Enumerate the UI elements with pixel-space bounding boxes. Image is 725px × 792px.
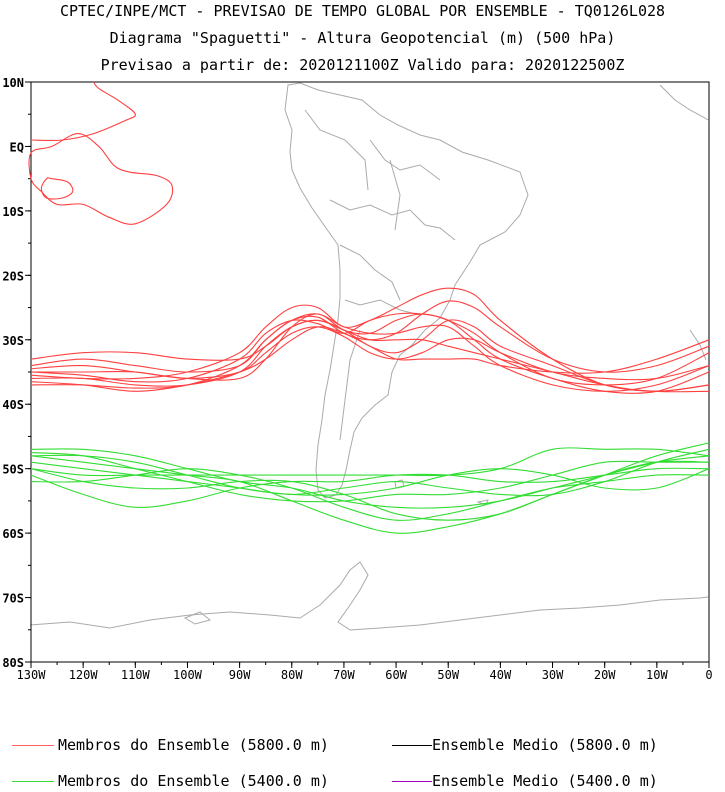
member-5400-line-9	[30, 447, 710, 477]
chart-title: CPTEC/INPE/MCT - PREVISAO DE TEMPO GLOBA…	[59, 2, 666, 20]
spaghetti-chart: 130W 120W 110W 100W 90W 80W 70W 60W 50W 40W 30W 20W…	[2, 76, 712, 682]
antarctic-island	[183, 611, 212, 625]
legend-swatch-5800-members	[12, 745, 54, 746]
y-tick-label: 10N	[2, 76, 24, 90]
member-5800-line-9	[30, 313, 710, 386]
x-tick-label: 10W	[646, 668, 668, 682]
y-tick-label: 30S	[2, 334, 24, 348]
country-border-4	[369, 139, 441, 181]
country-border-1	[329, 199, 456, 241]
country-border-2	[339, 244, 401, 301]
legend-swatch-5400-mean	[392, 781, 432, 782]
y-tick-label: 20S	[2, 269, 24, 283]
x-tick-label: 100W	[173, 668, 203, 682]
member-5400-line-4	[30, 460, 710, 521]
member-5800-closed-contour-2	[28, 133, 174, 225]
south-america-coastline	[284, 82, 529, 499]
y-tick-label: 60S	[2, 527, 24, 541]
chart-validity: Previsao a partir de: 2020121100Z Valido…	[100, 56, 625, 74]
y-tick-label: 70S	[2, 592, 24, 606]
x-tick-label: 90W	[229, 668, 251, 682]
country-border-7	[389, 159, 401, 231]
legend-label-5400-members: Membros do Ensemble (5400.0 m)	[58, 772, 329, 790]
member-5400-line-1	[30, 454, 710, 496]
country-border-3	[344, 299, 421, 316]
member-5800-line-8	[30, 326, 710, 392]
x-tick-label: 0	[705, 668, 712, 682]
legend-label-5400-mean: Ensemble Medio (5400.0 m)	[432, 772, 658, 790]
coastline-map	[29, 82, 709, 631]
y-tick-label: 40S	[2, 398, 24, 412]
member-5800-line-3	[30, 300, 710, 373]
x-tick-label: 130W	[17, 668, 47, 682]
legend-swatch-5800-mean	[392, 745, 432, 746]
member-5800-line-6	[30, 319, 710, 392]
member-5400-line-8	[30, 452, 709, 503]
member-5800-line-7	[30, 287, 710, 393]
x-tick-label: 80W	[281, 668, 303, 682]
x-tick-label: 60W	[385, 668, 407, 682]
x-tick-label: 50W	[437, 668, 459, 682]
x-tick-label: 20W	[594, 668, 616, 682]
country-border-5	[304, 109, 369, 191]
y-tick-label: 50S	[2, 463, 24, 477]
africa-coastline	[659, 84, 709, 121]
member-5800-closed-contour-1	[40, 177, 74, 200]
antarctic-coastline	[29, 561, 709, 631]
y-tick-label: EQ	[10, 140, 24, 154]
member-5400-line-7	[30, 468, 710, 521]
legend-label-5800-mean: Ensemble Medio (5800.0 m)	[432, 736, 658, 754]
legend-label-5800-members: Membros do Ensemble (5800.0 m)	[58, 736, 329, 754]
chart-subtitle: Diagrama "Spaguetti" - Altura Geopotenci…	[109, 29, 616, 47]
series	[28, 81, 710, 534]
y-tick-label: 80S	[2, 656, 24, 670]
legend-swatch-5400-members	[12, 781, 54, 782]
x-tick-label: 30W	[542, 668, 564, 682]
country-border-6	[339, 329, 361, 441]
x-tick-label: 120W	[69, 668, 99, 682]
member-5800-open-contour-1	[30, 81, 136, 142]
x-tick-label: 70W	[333, 668, 355, 682]
member-5800-line-2	[30, 319, 710, 392]
x-tick-label: 40W	[490, 668, 512, 682]
y-tick-label: 10S	[2, 205, 24, 219]
x-tick-label: 110W	[121, 668, 151, 682]
